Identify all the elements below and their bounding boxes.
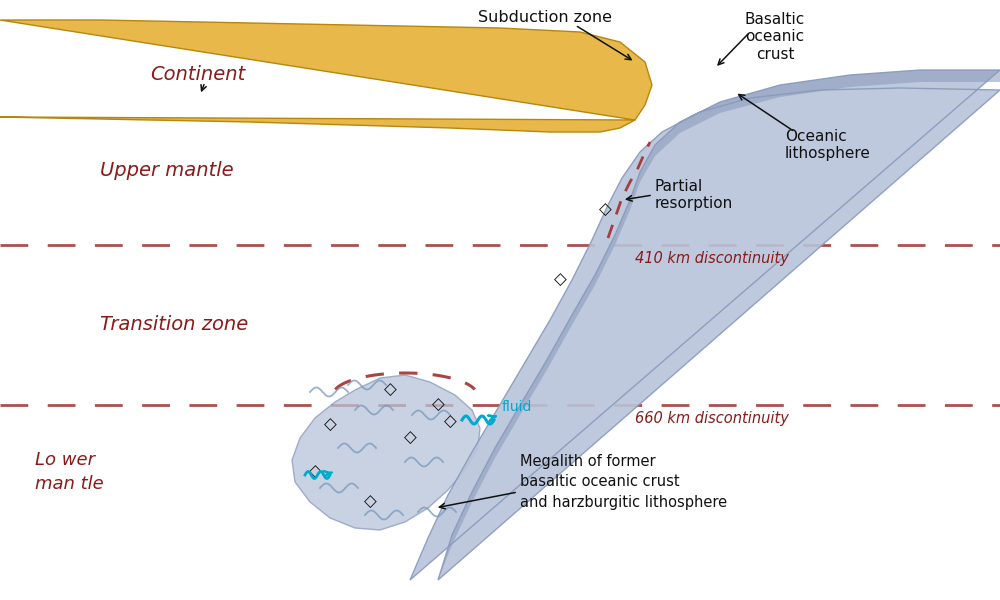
Text: Megalith of former
basaltic oceanic crust
and harzburgitic lithosphere: Megalith of former basaltic oceanic crus… — [520, 454, 727, 510]
Text: ◇: ◇ — [324, 416, 336, 434]
Text: Continent: Continent — [150, 65, 245, 85]
Polygon shape — [438, 70, 1000, 580]
Text: ◇: ◇ — [444, 413, 456, 431]
Text: 660 km discontinuity: 660 km discontinuity — [635, 410, 789, 425]
Text: ◇: ◇ — [309, 463, 321, 481]
Text: ◇: ◇ — [364, 493, 376, 511]
Polygon shape — [0, 20, 652, 132]
Text: Lo wer
man tle: Lo wer man tle — [35, 451, 104, 493]
Text: Upper mantle: Upper mantle — [100, 160, 234, 179]
Text: Basaltic
oceanic
crust: Basaltic oceanic crust — [745, 12, 805, 62]
Text: ◇: ◇ — [384, 381, 396, 399]
Text: Partial
resorption: Partial resorption — [655, 179, 733, 211]
Text: ◇: ◇ — [599, 201, 611, 219]
Text: Oceanic
lithosphere: Oceanic lithosphere — [785, 129, 871, 161]
Text: fluid: fluid — [502, 400, 532, 414]
Text: ◇: ◇ — [554, 271, 566, 289]
Polygon shape — [292, 375, 480, 530]
Text: Subduction zone: Subduction zone — [478, 10, 612, 25]
Polygon shape — [410, 70, 1000, 580]
Text: ◇: ◇ — [432, 396, 444, 414]
Text: Transition zone: Transition zone — [100, 316, 248, 335]
Text: ◇: ◇ — [404, 429, 416, 447]
Text: 410 km discontinuity: 410 km discontinuity — [635, 251, 789, 265]
